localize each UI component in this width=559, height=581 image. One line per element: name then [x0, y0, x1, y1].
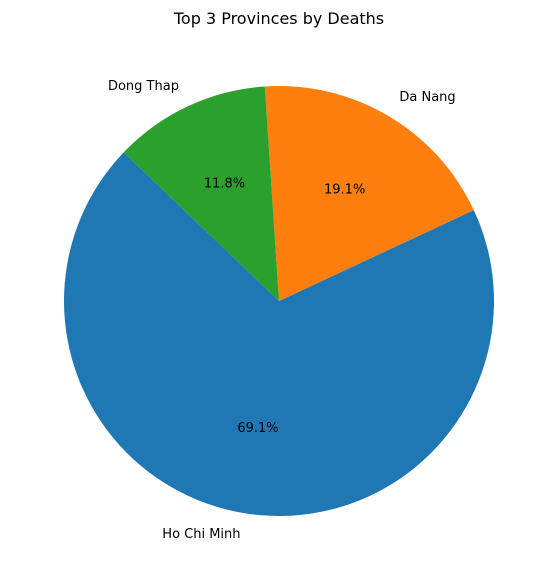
chart-title: Top 3 Provinces by Deaths	[173, 9, 384, 28]
slice-percent-dong-thap: 11.8%	[204, 177, 245, 192]
slice-label-da-nang: Da Nang	[399, 90, 455, 105]
pie-slice-dong-thap	[123, 86, 279, 301]
pie-slices	[63, 86, 494, 517]
slice-percent-ho-chi-minh: 69.1%	[237, 421, 278, 436]
slice-label-ho-chi-minh: Ho Chi Minh	[162, 527, 240, 542]
slice-label-dong-thap: Dong Thap	[108, 79, 179, 94]
slice-percent-da-nang: 19.1%	[324, 182, 365, 197]
pie-slice-da-nang	[264, 86, 474, 302]
pie-labels: Ho Chi Minh 69.1% Da Nang 19.1% Dong Thap 11.…	[108, 79, 456, 542]
pie-slice-ho-chi-minh	[63, 152, 494, 517]
